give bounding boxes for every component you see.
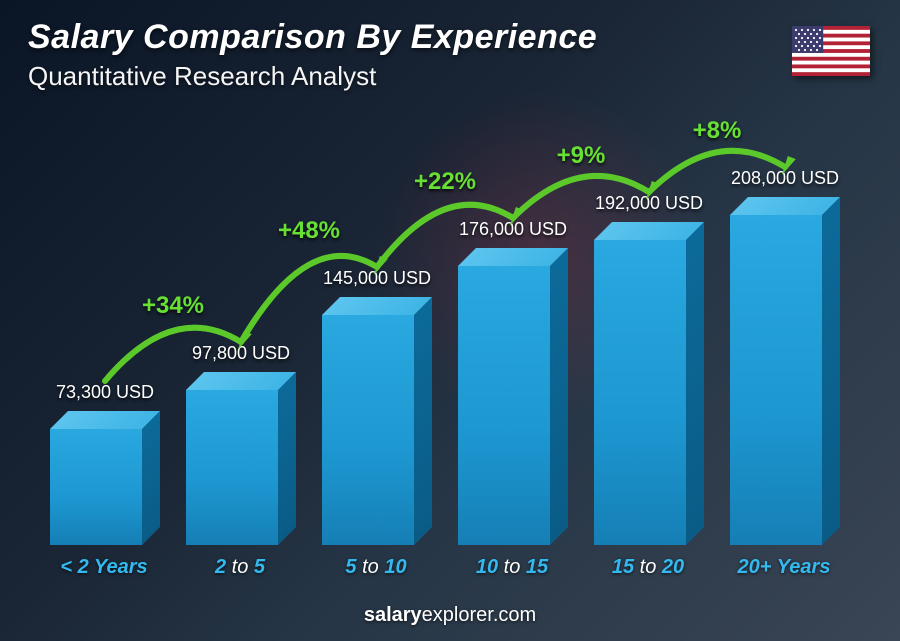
salary-bar-chart: < 2 Years73,300 USD2 to 597,800 USD+34%5… — [36, 99, 856, 579]
growth-percent-label: +8% — [677, 117, 757, 145]
chart-header: Salary Comparison By Experience Quantita… — [28, 18, 597, 92]
footer-brand-rest: explorer.com — [422, 604, 537, 626]
footer-brand-bold: salary — [364, 604, 422, 626]
growth-arc-icon — [36, 99, 856, 579]
footer-brand: salaryexplorer.com — [0, 604, 900, 627]
us-flag-icon — [792, 26, 870, 76]
chart-subtitle: Quantitative Research Analyst — [28, 61, 597, 92]
chart-title: Salary Comparison By Experience — [28, 18, 597, 57]
